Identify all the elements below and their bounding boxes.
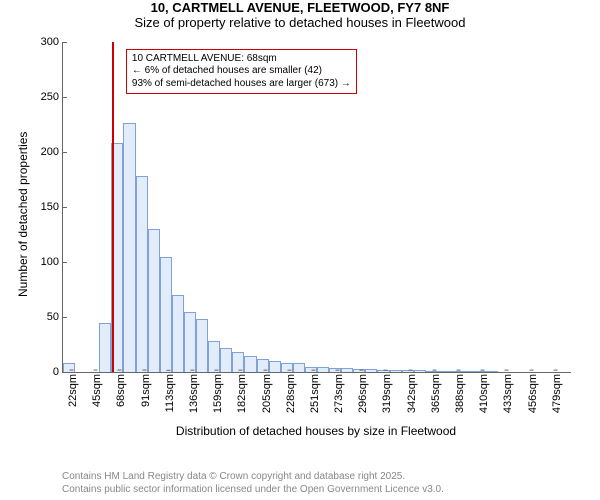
title-line2: Size of property relative to detached ho…	[0, 15, 600, 30]
annotation-line1: 10 CARTMELL AVENUE: 68sqm	[132, 53, 351, 66]
y-tick: 150	[41, 201, 63, 213]
x-tick: 22sqm	[67, 372, 79, 407]
y-tick: 50	[47, 311, 63, 323]
histogram-bar	[99, 323, 111, 373]
x-tick: 228sqm	[285, 372, 297, 413]
x-tick: 433sqm	[502, 372, 514, 413]
x-axis-label: Distribution of detached houses by size …	[62, 424, 570, 438]
x-tick: 388sqm	[454, 372, 466, 413]
x-tick: 296sqm	[357, 372, 369, 413]
y-tick: 300	[41, 36, 63, 48]
x-tick: 273sqm	[333, 372, 345, 413]
annotation-line2: ← 6% of detached houses are smaller (42)	[132, 65, 351, 78]
x-tick: 136sqm	[188, 372, 200, 413]
histogram-bar	[123, 123, 135, 372]
histogram-bar	[184, 312, 196, 373]
x-tick: 319sqm	[381, 372, 393, 413]
y-tick: 200	[41, 146, 63, 158]
histogram-bar	[136, 176, 148, 372]
x-tick: 205sqm	[261, 372, 273, 413]
y-tick: 0	[53, 366, 63, 378]
x-tick: 479sqm	[551, 372, 563, 413]
annotation-line3: 93% of semi-detached houses are larger (…	[132, 78, 351, 91]
x-tick: 342sqm	[406, 372, 418, 413]
footer-credits: Contains HM Land Registry data © Crown c…	[62, 471, 444, 496]
annotation-box: 10 CARTMELL AVENUE: 68sqm← 6% of detache…	[126, 49, 357, 95]
x-tick: 159sqm	[212, 372, 224, 413]
histogram-bar	[269, 361, 281, 372]
histogram-bar	[281, 363, 293, 372]
histogram-bar	[160, 257, 172, 373]
x-tick: 91sqm	[140, 372, 152, 407]
title-line1: 10, CARTMELL AVENUE, FLEETWOOD, FY7 8NF	[0, 0, 600, 15]
reference-line	[112, 42, 114, 372]
x-tick: 410sqm	[478, 372, 490, 413]
plot-area: 05010015020025030022sqm45sqm68sqm91sqm11…	[62, 42, 571, 373]
histogram-bar	[196, 319, 208, 372]
histogram-bar	[244, 356, 256, 373]
y-tick: 100	[41, 256, 63, 268]
y-tick: 250	[41, 91, 63, 103]
x-tick: 45sqm	[91, 372, 103, 407]
footer-line2: Contains public sector information licen…	[62, 484, 444, 497]
footer-line1: Contains HM Land Registry data © Crown c…	[62, 471, 444, 484]
y-axis-label: Number of detached properties	[16, 132, 30, 297]
x-tick: 182sqm	[236, 372, 248, 413]
chart-title: 10, CARTMELL AVENUE, FLEETWOOD, FY7 8NF …	[0, 0, 600, 30]
histogram-bar	[220, 348, 232, 372]
histogram-bar	[208, 341, 220, 372]
x-tick: 251sqm	[309, 372, 321, 413]
histogram-bar	[148, 229, 160, 372]
x-tick: 68sqm	[115, 372, 127, 407]
x-tick: 456sqm	[527, 372, 539, 413]
histogram-bar	[172, 295, 184, 372]
x-tick: 365sqm	[430, 372, 442, 413]
histogram-bar	[63, 363, 75, 372]
x-tick: 113sqm	[164, 372, 176, 412]
histogram-bar	[293, 363, 305, 372]
